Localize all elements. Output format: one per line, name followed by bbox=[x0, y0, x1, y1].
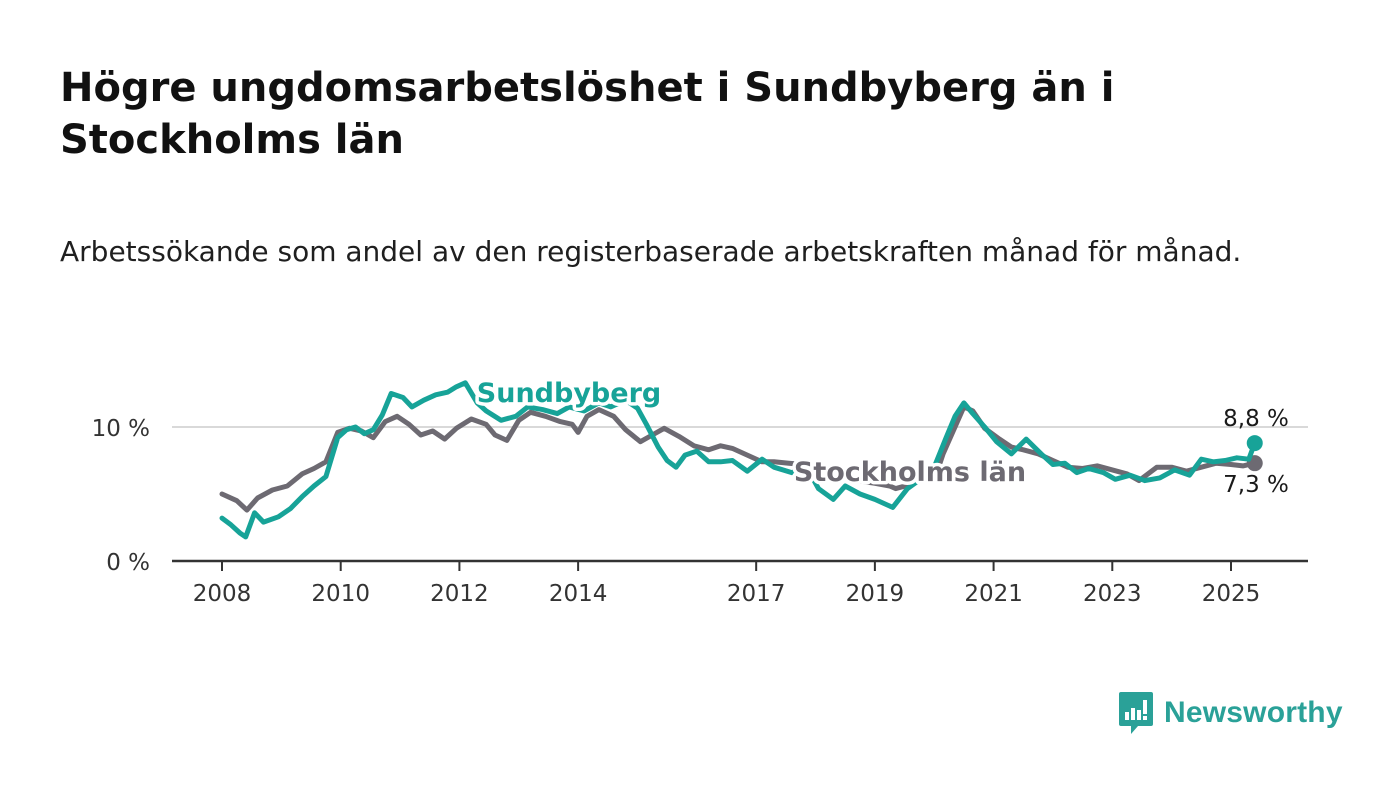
series-line-sundbyberg bbox=[219, 380, 1258, 540]
newsworthy-logo-icon bbox=[1119, 692, 1153, 734]
x-tick-label: 2025 bbox=[1202, 581, 1261, 607]
series-label-halo-sundbyberg: Sundbyberg bbox=[477, 378, 661, 409]
chart-title: Högre ungdomsarbetslöshet i Sundbyberg ä… bbox=[60, 65, 1115, 163]
newsworthy-logo[interactable]: Newsworthy bbox=[1118, 690, 1343, 736]
x-tick-label: 2008 bbox=[193, 581, 252, 607]
series-label-stockholms-lan: Stockholms län bbox=[794, 457, 1026, 488]
x-tick-label: 2021 bbox=[964, 581, 1023, 607]
chart-subtitle: Arbetssökande som andel av den registerb… bbox=[60, 235, 1242, 268]
x-axis: 2008 2010 2012 2014 2017 2019 2021 2023 2025 bbox=[172, 559, 1308, 607]
logo-name: Newsworthy bbox=[1164, 696, 1343, 729]
x-tick-label: 2014 bbox=[549, 581, 608, 607]
end-point-sundbyberg bbox=[1246, 435, 1263, 452]
series-label-sundbyberg: Sundbyberg bbox=[477, 378, 661, 409]
end-value-label-stockholms-lan: 7,3 % bbox=[1223, 472, 1289, 498]
series-labels: 8,8 %7,3 %SundbybergSundbybergStockholms… bbox=[473, 375, 1289, 499]
series-label-halo-stockholms-lan: Stockholms län bbox=[794, 457, 1026, 488]
end-value-label-sundbyberg: 8,8 % bbox=[1223, 406, 1289, 432]
y-tick-label: 0 % bbox=[106, 550, 150, 576]
series-lines bbox=[219, 380, 1263, 540]
x-tick-label: 2010 bbox=[311, 581, 370, 607]
x-tick-label: 2017 bbox=[727, 581, 786, 607]
y-tick-label: 10 % bbox=[92, 416, 150, 442]
x-tick-label: 2023 bbox=[1083, 581, 1142, 607]
x-tick-label: 2012 bbox=[430, 581, 489, 607]
y-axis-tick-labels: 0 % 10 % bbox=[92, 416, 150, 576]
x-tick-label: 2019 bbox=[846, 581, 905, 607]
